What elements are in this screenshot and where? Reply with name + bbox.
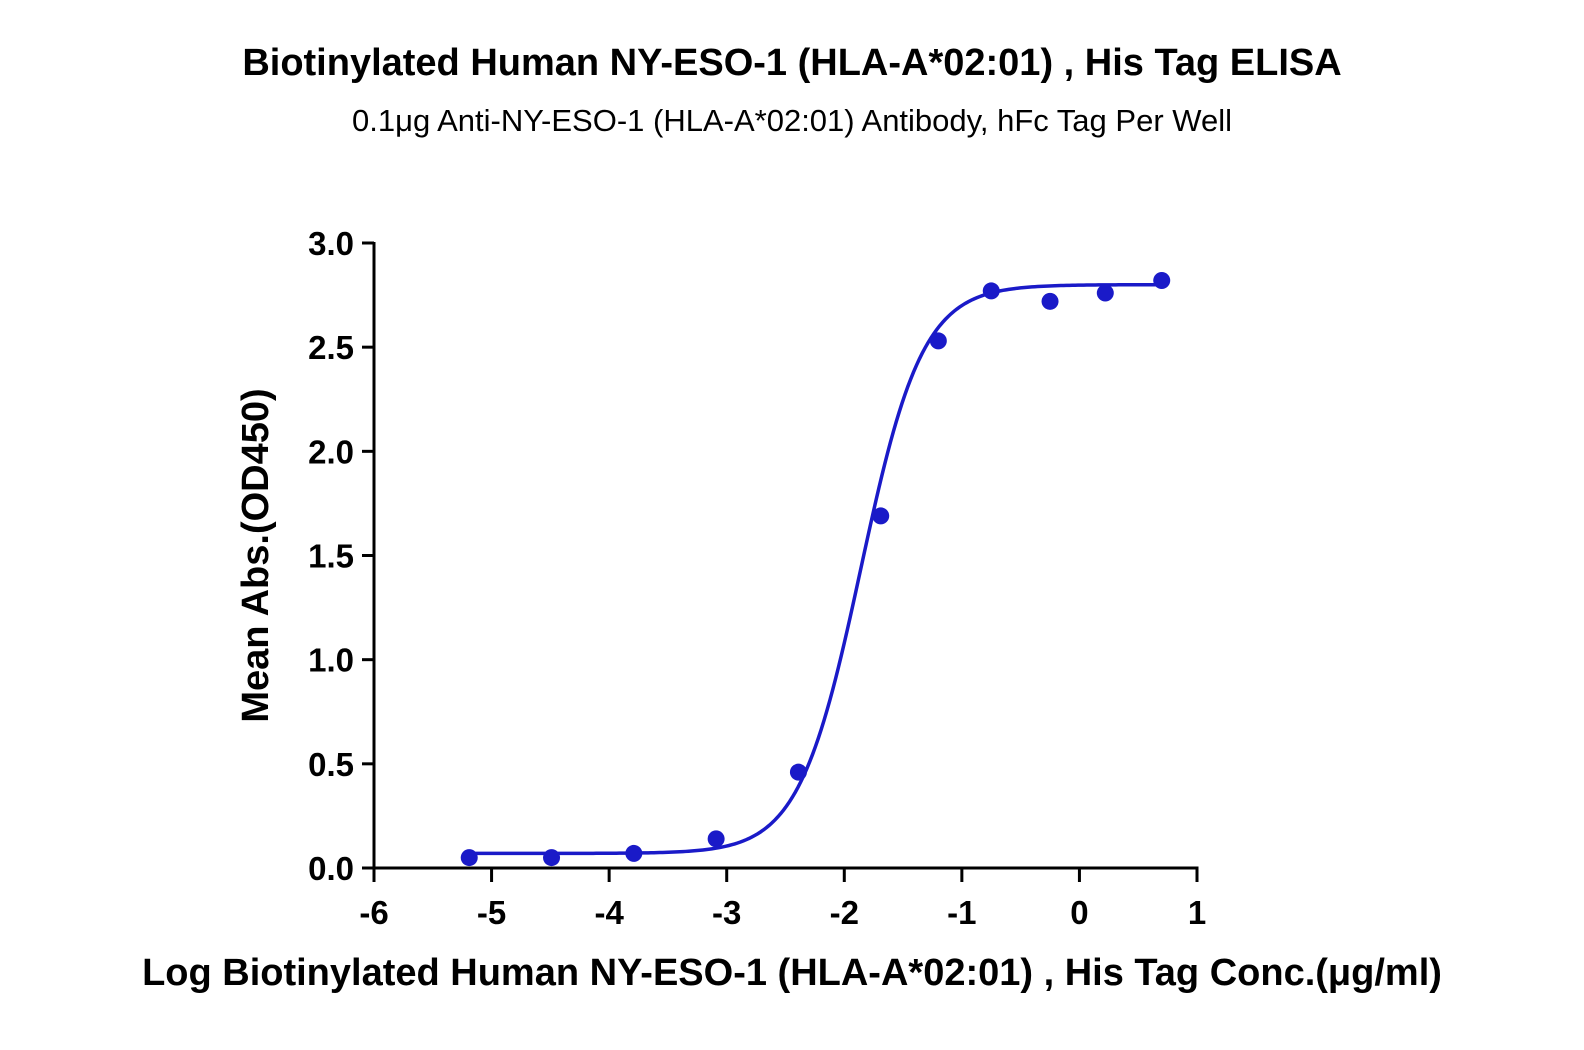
x-tick-label: 0 xyxy=(1070,894,1088,931)
x-ticks: -6 -5 -4 -3 -2 -1 0 1 xyxy=(359,868,1206,931)
x-axis-label: Log Biotinylated Human NY-ESO-1 (HLA-A*0… xyxy=(142,952,1442,994)
y-tick-label: 2.0 xyxy=(308,433,354,470)
y-tick-label: 1.5 xyxy=(308,538,354,575)
chart-subtitle: 0.1μg Anti-NY-ESO-1 (HLA-A*02:01) Antibo… xyxy=(352,103,1232,138)
y-tick-label: 1.0 xyxy=(308,642,354,679)
data-point xyxy=(929,332,947,350)
data-point xyxy=(707,830,725,848)
data-point xyxy=(625,844,643,862)
data-point xyxy=(1096,284,1114,302)
x-tick-label: -6 xyxy=(359,894,388,931)
x-tick-label: -3 xyxy=(712,894,741,931)
fit-curve xyxy=(469,282,1162,856)
y-tick-label: 0.5 xyxy=(308,746,354,783)
x-tick-label: 1 xyxy=(1188,894,1206,931)
y-tick-label: 2.5 xyxy=(308,329,354,366)
y-axis-label: Mean Abs.(OD450) xyxy=(235,388,277,722)
data-point xyxy=(543,849,561,867)
x-tick-label: -4 xyxy=(594,894,624,931)
y-ticks: 0.0 0.5 1.0 1.5 2.0 2.5 3.0 xyxy=(308,225,374,887)
axes xyxy=(372,242,1199,870)
x-tick-label: -2 xyxy=(830,894,859,931)
data-point xyxy=(789,763,807,781)
data-points xyxy=(460,272,1171,867)
data-point xyxy=(1041,292,1059,310)
data-point xyxy=(872,507,890,525)
x-tick-label: -5 xyxy=(477,894,506,931)
data-point xyxy=(982,282,1000,300)
y-tick-label: 3.0 xyxy=(308,225,354,262)
chart-title: Biotinylated Human NY-ESO-1 (HLA-A*02:01… xyxy=(242,42,1342,84)
y-tick-label: 0.0 xyxy=(308,850,354,887)
data-point xyxy=(1153,272,1171,289)
data-point xyxy=(460,849,478,867)
x-tick-label: -1 xyxy=(947,894,976,931)
